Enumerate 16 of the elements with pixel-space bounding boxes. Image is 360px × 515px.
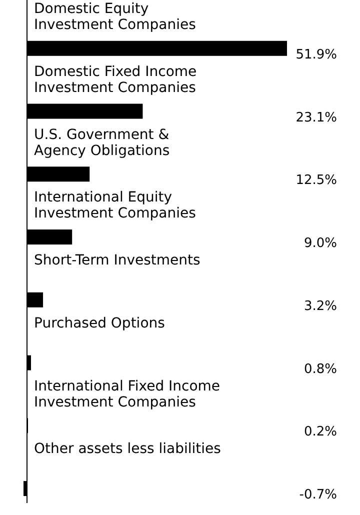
y-tick-label: International Fixed Income Investment Companies: [34, 378, 220, 410]
y-tick-label: Domestic Equity Investment Companies: [34, 1, 196, 33]
y-tick-label: Short-Term Investments: [34, 252, 200, 268]
y-tick-label: International Equity Investment Companies: [34, 190, 196, 222]
data-label: 12.5%: [296, 173, 337, 188]
data-label: 23.1%: [296, 110, 337, 126]
data-label: -0.7%: [299, 488, 337, 503]
data-label: 51.9%: [296, 47, 337, 62]
y-tick-label: Domestic Fixed Income Investment Companies: [34, 64, 197, 96]
y-tick-label: Other assets less liabilities: [34, 441, 221, 458]
y-tick-label: Purchased Options: [34, 315, 165, 332]
data-label: 0.8%: [304, 362, 337, 377]
y-tick-label: U.S. Government & Agency Obligations: [34, 126, 170, 159]
data-label: 9.0%: [304, 236, 337, 252]
data-label: 0.2%: [304, 424, 337, 440]
data-label: 3.2%: [304, 298, 337, 314]
